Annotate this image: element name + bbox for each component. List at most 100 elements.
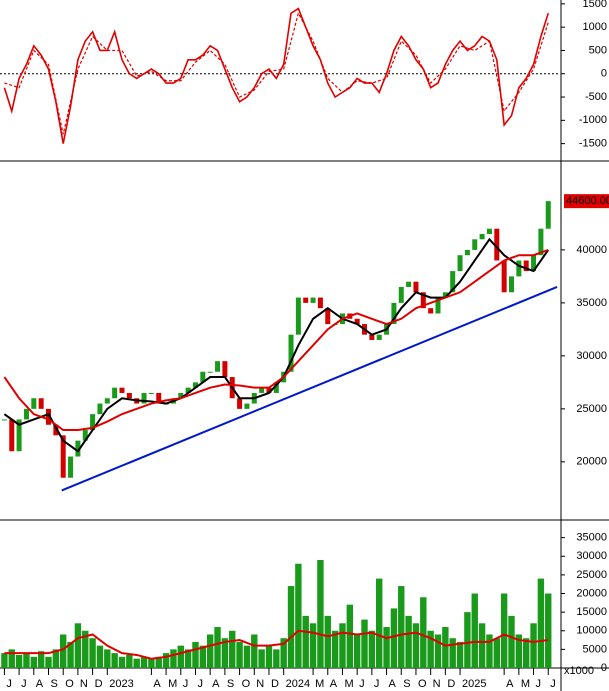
x-tick-label: J <box>6 678 12 690</box>
price-candle <box>420 292 426 309</box>
moving-average-line <box>3 248 549 432</box>
volume-bar <box>60 634 67 668</box>
volume-bar <box>478 623 486 668</box>
x-tick-label: 2024 <box>286 678 310 690</box>
volume-bar <box>545 593 552 668</box>
x-tick-label: S <box>51 678 58 690</box>
volume-bar <box>353 634 361 668</box>
price-candle <box>273 382 279 393</box>
volume-bar <box>148 658 155 668</box>
volume-bar <box>111 653 118 668</box>
price-candle <box>494 228 500 261</box>
y-tick-label: 10000 <box>576 625 607 637</box>
volume-bar <box>30 656 38 668</box>
volume-bar <box>236 641 243 668</box>
price-candle <box>376 334 382 340</box>
price-candle <box>60 435 66 478</box>
x-tick-label: O <box>418 678 427 690</box>
price-candle <box>215 361 221 372</box>
volume-bar <box>96 645 104 668</box>
price-candle <box>222 361 228 378</box>
volume-bar <box>67 641 74 668</box>
price-candle <box>288 334 294 372</box>
x-tick-label: S <box>227 678 234 690</box>
x-tick-label: A <box>389 678 397 690</box>
x-tick-label: A <box>36 678 44 690</box>
price-candle <box>266 387 272 393</box>
price-candle <box>156 392 162 404</box>
volume-bar <box>177 645 184 668</box>
x-tick-label: D <box>271 678 279 690</box>
price-candle <box>148 392 154 394</box>
volume-bar <box>45 656 52 668</box>
volume-bar <box>390 608 398 668</box>
price-candle <box>178 392 184 399</box>
volume-bar <box>500 593 508 668</box>
last-price-label: 44600.00 <box>566 195 609 207</box>
x-tick-label: J <box>197 678 203 690</box>
price-candle <box>354 318 360 325</box>
x-tick-label: A <box>330 678 338 690</box>
volume-bar <box>273 649 280 668</box>
price-candle <box>104 398 110 404</box>
price-candle <box>68 456 74 478</box>
volume-bar <box>339 623 346 668</box>
price-candle <box>53 424 59 436</box>
price-candle <box>185 387 191 393</box>
price-candle <box>9 419 15 452</box>
price-candle <box>435 297 441 314</box>
price-candle <box>317 297 323 309</box>
volume-bar <box>537 578 545 668</box>
volume-bar <box>530 623 537 668</box>
price-candle <box>200 371 206 383</box>
price-candle <box>75 440 81 457</box>
y-tick-label: 20000 <box>576 456 607 468</box>
volume-bar <box>133 658 140 668</box>
price-candle <box>31 398 37 409</box>
x-tick-label: J <box>359 678 365 690</box>
price-candle <box>391 302 397 325</box>
price-candle <box>442 292 448 298</box>
volume-bar <box>126 654 133 668</box>
volume-bar <box>258 649 265 668</box>
volume-bar <box>184 649 192 668</box>
x-tick-label: M <box>344 678 353 690</box>
volume-bar <box>464 612 471 668</box>
x-tick-label: D <box>95 678 103 690</box>
volume-bar <box>486 634 493 668</box>
unit-label: x1000 <box>564 665 594 677</box>
price-candle <box>295 297 301 335</box>
x-tick-label: N <box>80 678 88 690</box>
x-tick-label: M <box>315 678 324 690</box>
volume-bar <box>170 649 177 668</box>
volume-bar <box>37 651 45 668</box>
price-candle <box>207 371 213 373</box>
volume-bar <box>8 649 15 668</box>
y-tick-label: 40000 <box>576 244 607 256</box>
y-tick-label: 1500 <box>583 0 607 10</box>
x-tick-label: J <box>183 678 189 690</box>
price-candle <box>46 408 52 425</box>
y-tick-label: -1500 <box>579 138 607 150</box>
x-tick-label: J <box>21 678 27 690</box>
price-candle <box>523 260 529 272</box>
volume-bar <box>317 559 324 668</box>
volume-bar <box>15 654 23 668</box>
volume-bar <box>265 645 273 668</box>
volume-bar <box>23 653 30 668</box>
y-tick-label: 1000 <box>583 21 607 33</box>
volume-bar <box>309 623 317 668</box>
price-candle <box>531 255 537 272</box>
y-tick-label: 25000 <box>576 569 607 581</box>
volume-bar <box>295 563 302 668</box>
volume-bar <box>118 656 126 668</box>
y-tick-label: 20000 <box>576 587 607 599</box>
price-candle <box>126 392 132 399</box>
y-tick-label: 30000 <box>576 550 607 562</box>
price-candle <box>82 430 88 441</box>
volume-bar <box>214 627 221 668</box>
price-candle <box>325 308 331 325</box>
volume-bar <box>302 615 309 668</box>
volume-bar <box>251 634 258 668</box>
volume-bar <box>206 634 214 668</box>
